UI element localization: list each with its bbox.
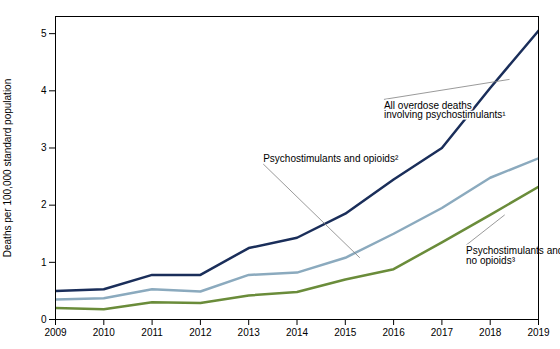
svg-text:2018: 2018 xyxy=(479,327,502,338)
svg-text:Deaths per 100,000 standard po: Deaths per 100,000 standard population xyxy=(2,79,13,257)
svg-text:2: 2 xyxy=(41,199,47,210)
svg-text:2012: 2012 xyxy=(189,327,212,338)
svg-text:5: 5 xyxy=(41,28,47,39)
svg-text:4: 4 xyxy=(41,85,47,96)
svg-text:Psychostimulants and opioids²: Psychostimulants and opioids² xyxy=(263,153,399,164)
svg-text:2016: 2016 xyxy=(382,327,405,338)
svg-text:2017: 2017 xyxy=(431,327,454,338)
svg-text:3: 3 xyxy=(41,142,47,153)
svg-text:2019: 2019 xyxy=(527,327,550,338)
svg-text:2013: 2013 xyxy=(238,327,261,338)
svg-text:1: 1 xyxy=(41,257,47,268)
svg-text:2015: 2015 xyxy=(334,327,357,338)
svg-text:2009: 2009 xyxy=(44,327,67,338)
svg-text:2010: 2010 xyxy=(93,327,116,338)
svg-text:0: 0 xyxy=(41,314,47,325)
svg-text:Psychostimulants andno opioids: Psychostimulants andno opioids³ xyxy=(466,245,560,266)
svg-text:2014: 2014 xyxy=(286,327,309,338)
svg-text:2011: 2011 xyxy=(141,327,163,338)
svg-text:All overdose deathsinvolving p: All overdose deathsinvolving psychostimu… xyxy=(384,99,506,120)
